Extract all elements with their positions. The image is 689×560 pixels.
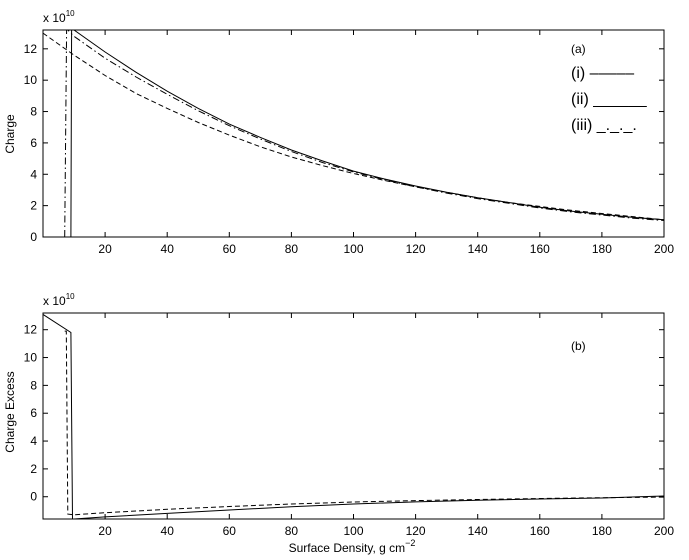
x-tick-label: 140 [468,242,488,256]
x-tick-label: 120 [406,524,426,538]
panel-a-y-ticks: 0 2 4 6 8 10 12 [24,42,664,244]
x-tick-label: 180 [592,242,612,256]
x-tick-label: 160 [530,242,550,256]
y-tick-label: 8 [30,378,37,392]
legend: (a) (i) ––––– (ii) ______ (iii) _._._. [571,42,648,134]
panel-a-y-axis-label: Charge [3,114,17,154]
panel-b-y-ticks: 0 2 4 6 8 10 12 [24,323,664,504]
x-tick-label: 80 [285,242,299,256]
panel-b-label: (b) [571,339,586,353]
series-line-ii [70,29,665,238]
panel-b-x-ticks: 20 40 60 80 100 120 140 160 180 200 [98,313,674,538]
panel-a: 20 40 60 80 100 120 140 160 180 200 0 2 4 6 8 10 12 Cha… [3,9,674,256]
series-line-2 [64,330,665,516]
legend-entry-i: (i) ––––– [571,65,634,82]
series-line-1 [42,313,665,520]
series-line-i [42,32,665,221]
legend-entry-iii: (iii) _._._. [571,117,637,134]
y-tick-label: 0 [30,230,37,244]
x-tick-label: 60 [223,242,237,256]
y-tick-label: 12 [24,323,38,337]
y-tick-label: 2 [30,462,37,476]
x-tick-label: 40 [161,242,175,256]
x-tick-label: 20 [98,242,112,256]
x-tick-label: 140 [468,524,488,538]
panel-a-x-ticks: 20 40 60 80 100 120 140 160 180 200 [98,30,674,256]
y-tick-label: 4 [30,167,37,181]
y-tick-label: 12 [24,42,38,56]
y-tick-label: 6 [30,406,37,420]
panel-b: 20 40 60 80 100 120 140 160 180 200 0 2 4 6 8 10 12 Cha… [3,292,674,555]
y-tick-label: 8 [30,105,37,119]
panel-b-series-group [42,313,665,520]
y-tick-label: 0 [30,490,37,504]
x-tick-label: 180 [592,524,612,538]
x-tick-label: 60 [223,524,237,538]
y-tick-label: 10 [24,73,38,87]
x-tick-label: 120 [406,242,426,256]
panel-b-y-axis-label: Charge Excess [3,371,17,452]
panel-a-multiplier: x 1010 [43,9,75,25]
x-tick-label: 20 [98,524,112,538]
x-tick-label: 200 [654,524,674,538]
panel-a-label: (a) [571,42,586,56]
x-tick-label: 100 [343,242,363,256]
legend-entry-ii: (ii) ______ [571,91,648,108]
x-tick-label: 160 [530,524,550,538]
y-tick-label: 2 [30,199,37,213]
panel-b-multiplier: x 1010 [43,292,75,308]
x-tick-label: 200 [654,242,674,256]
panel-a-series-group [42,29,665,238]
x-tick-label: 100 [343,524,363,538]
x-axis-label: Surface Density, g cm−2 [289,538,416,555]
series-line-iii [64,29,665,238]
y-tick-label: 10 [24,351,38,365]
x-tick-label: 80 [285,524,299,538]
y-tick-label: 6 [30,136,37,150]
x-tick-label: 40 [161,524,175,538]
y-tick-label: 4 [30,434,37,448]
